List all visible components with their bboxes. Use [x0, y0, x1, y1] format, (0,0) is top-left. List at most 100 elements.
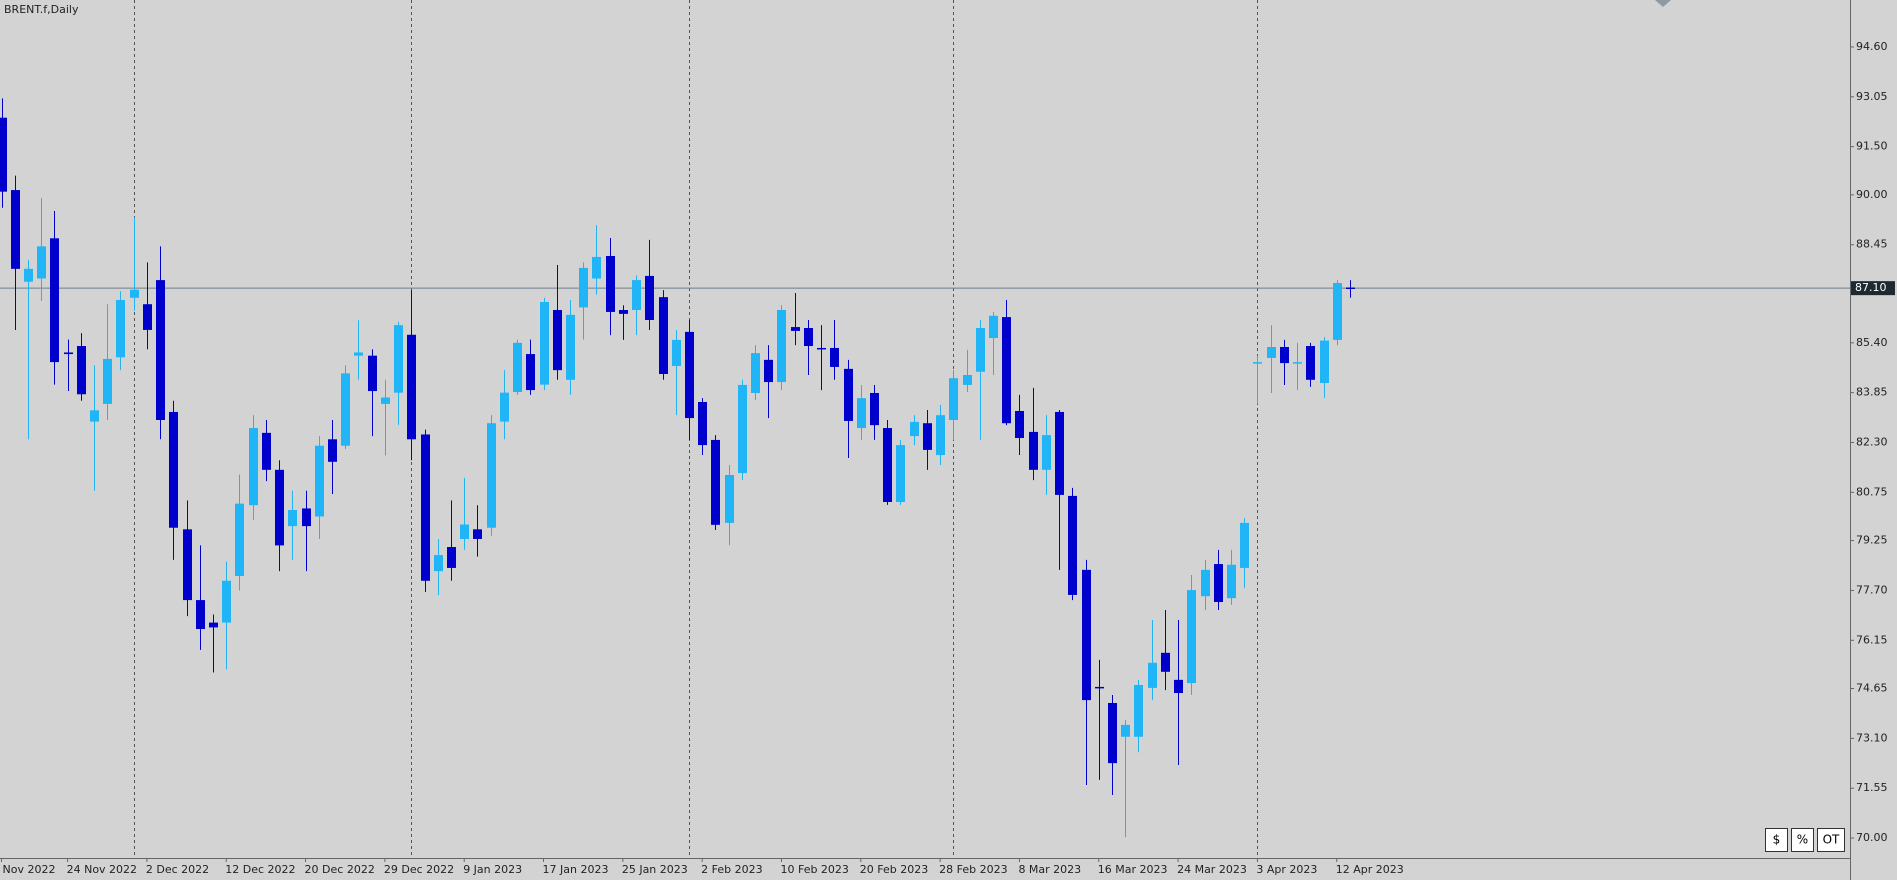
toolbar-button-label[interactable]: % [1797, 833, 1808, 847]
y-tick-label: 70.00 [1856, 831, 1888, 844]
x-tick-label: 29 Dec 2022 [384, 863, 454, 876]
candle-body [791, 327, 800, 331]
candle-body [315, 445, 324, 517]
toolbar-button[interactable] [1791, 828, 1814, 852]
candle-body [368, 355, 377, 392]
chart-title: BRENT.f,Daily [4, 3, 79, 16]
candle-body [50, 238, 59, 363]
last-price-label: 87.10 [1855, 281, 1887, 294]
candle-body [553, 310, 562, 371]
candle-body [777, 310, 786, 383]
candle-body [1187, 590, 1196, 684]
candle-body [500, 392, 509, 422]
toolbar-button[interactable] [1817, 828, 1845, 852]
x-tick-label: 17 Jan 2023 [543, 863, 609, 876]
candle-body [685, 331, 694, 419]
x-tick-label: 12 Dec 2022 [225, 863, 295, 876]
x-tick-label: Nov 2022 [3, 863, 56, 876]
y-tick-label: 85.40 [1856, 336, 1888, 349]
candle-body [817, 347, 826, 350]
candle-body [883, 428, 892, 503]
toolbar-button[interactable] [1765, 828, 1788, 852]
candle-body [130, 289, 139, 298]
last-price-box [1851, 281, 1895, 296]
candle-body [1161, 652, 1170, 672]
candle-body [513, 342, 522, 393]
candle-body [896, 445, 905, 503]
candle-body [698, 401, 707, 446]
candle-body [910, 421, 919, 437]
candle-body [592, 256, 601, 279]
candle-body [169, 411, 178, 528]
candle-body [77, 346, 86, 395]
candle-body [566, 314, 575, 380]
candle-body [1029, 431, 1038, 470]
candle-body [659, 297, 668, 375]
candle-body [672, 339, 681, 366]
candle-body [645, 275, 654, 320]
y-tick-label: 94.60 [1856, 40, 1888, 53]
candle-body [262, 432, 271, 470]
candle-body [275, 469, 284, 546]
toolbar-button-label[interactable]: OT [1823, 833, 1840, 847]
candle-body [963, 374, 972, 385]
toolbar-button-label[interactable]: $ [1773, 833, 1781, 847]
candle-body [235, 503, 244, 576]
candle-body [1346, 287, 1355, 290]
x-tick-label: 9 Jan 2023 [463, 863, 522, 876]
candle-body [421, 434, 430, 581]
candle-body [302, 508, 311, 527]
candle-body [64, 352, 73, 355]
candle-body [222, 580, 231, 623]
candle-body [738, 384, 747, 474]
candle-body [1095, 686, 1104, 689]
candle-body [1015, 410, 1024, 439]
x-tick-label: 12 Apr 2023 [1336, 863, 1404, 876]
candle-body [711, 439, 720, 525]
y-tick-label: 88.45 [1856, 238, 1888, 251]
x-tick-label: 20 Dec 2022 [305, 863, 375, 876]
candle-body [1306, 346, 1315, 380]
candle-body [540, 301, 549, 385]
y-tick-label: 74.65 [1856, 682, 1888, 695]
candle-body [632, 280, 641, 311]
candle-body [949, 378, 958, 420]
candle-body [579, 267, 588, 308]
candle-body [156, 280, 165, 420]
candle-body [328, 439, 337, 462]
candle-body [1201, 569, 1210, 597]
candle-body [976, 328, 985, 372]
x-tick-label: 24 Nov 2022 [67, 863, 137, 876]
candle-body [394, 325, 403, 393]
candle-body [1174, 679, 1183, 694]
candle-body [1042, 435, 1051, 470]
candle-body [183, 529, 192, 601]
y-tick-label: 71.55 [1856, 781, 1888, 794]
candle-body [830, 347, 839, 367]
candle-body [209, 622, 218, 628]
candle-body [725, 474, 734, 523]
candle-body [1082, 569, 1091, 701]
candle-body [526, 354, 535, 391]
candle-body [116, 300, 125, 358]
candle-body [196, 600, 205, 630]
candle-body [1134, 684, 1143, 737]
candle-body [143, 304, 152, 330]
x-tick-label: 25 Jan 2023 [622, 863, 688, 876]
candle-body [870, 392, 879, 426]
candle-body [619, 310, 628, 314]
candle-body [341, 373, 350, 446]
candle-body [857, 398, 866, 429]
candle-body [103, 358, 112, 404]
candle-body [1055, 411, 1064, 495]
candle-body [447, 547, 456, 568]
y-tick-label: 77.70 [1856, 583, 1888, 596]
candle-body [1068, 495, 1077, 595]
x-tick-label: 16 Mar 2023 [1098, 863, 1168, 876]
candle-body [37, 246, 46, 279]
x-tick-label: 2 Dec 2022 [146, 863, 209, 876]
x-tick-label: 28 Feb 2023 [939, 863, 1007, 876]
